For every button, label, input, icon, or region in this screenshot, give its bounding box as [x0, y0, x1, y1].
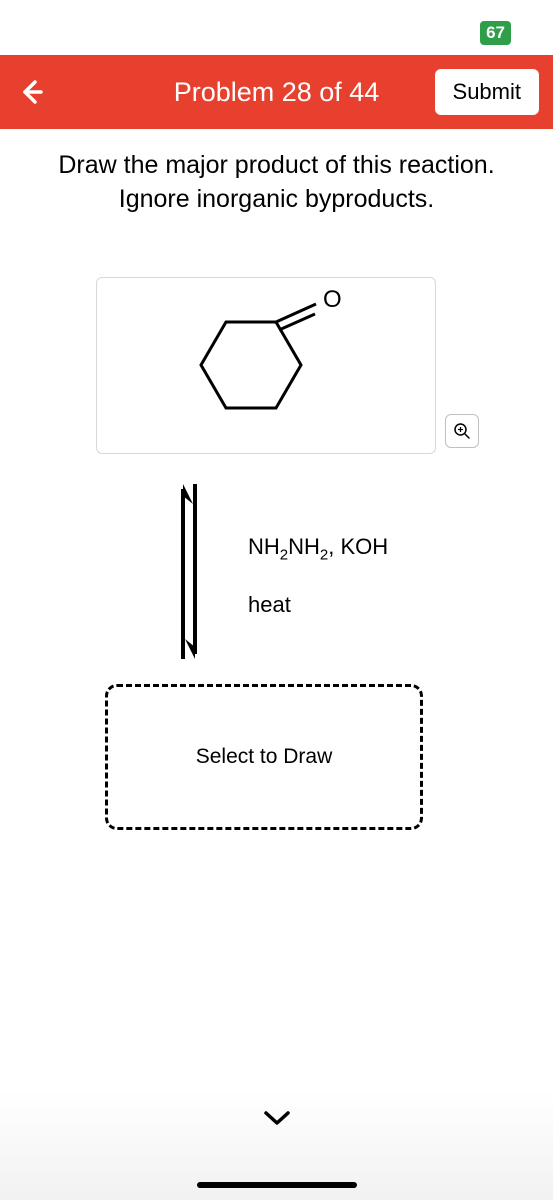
heat-condition: heat [248, 592, 291, 618]
instruction-line-1: Draw the major product of this reaction. [58, 151, 494, 179]
reaction-arrow-section: NH2NH2, KOH heat [20, 474, 533, 674]
status-bar: 67 [0, 0, 553, 55]
submit-button[interactable]: Submit [435, 69, 539, 115]
header-bar: Problem 28 of 44 Submit [0, 55, 553, 129]
answer-placeholder: Select to Draw [196, 745, 333, 769]
molecule-display: O [96, 277, 436, 454]
battery-indicator: 67 [480, 21, 511, 45]
back-arrow-icon [17, 78, 45, 106]
cyclohexanone-structure: O [151, 290, 381, 440]
instruction-line-2: Ignore inorganic byproducts. [119, 185, 434, 213]
content-area: O NH2NH2, KOH heat Select to Draw [0, 227, 553, 850]
problem-title: Problem 28 of 44 [174, 77, 380, 108]
home-indicator[interactable] [197, 1182, 357, 1188]
oxygen-label: O [323, 290, 342, 313]
expand-chevron[interactable] [262, 1109, 292, 1132]
instructions: Draw the major product of this reaction.… [0, 129, 553, 227]
answer-draw-box[interactable]: Select to Draw [105, 684, 423, 830]
equilibrium-arrow-icon [165, 474, 215, 669]
zoom-icon [453, 422, 471, 440]
zoom-button[interactable] [445, 414, 479, 448]
back-button[interactable] [14, 75, 48, 109]
chevron-down-icon [262, 1109, 292, 1127]
reagent-formula: NH2NH2, KOH [248, 534, 388, 563]
